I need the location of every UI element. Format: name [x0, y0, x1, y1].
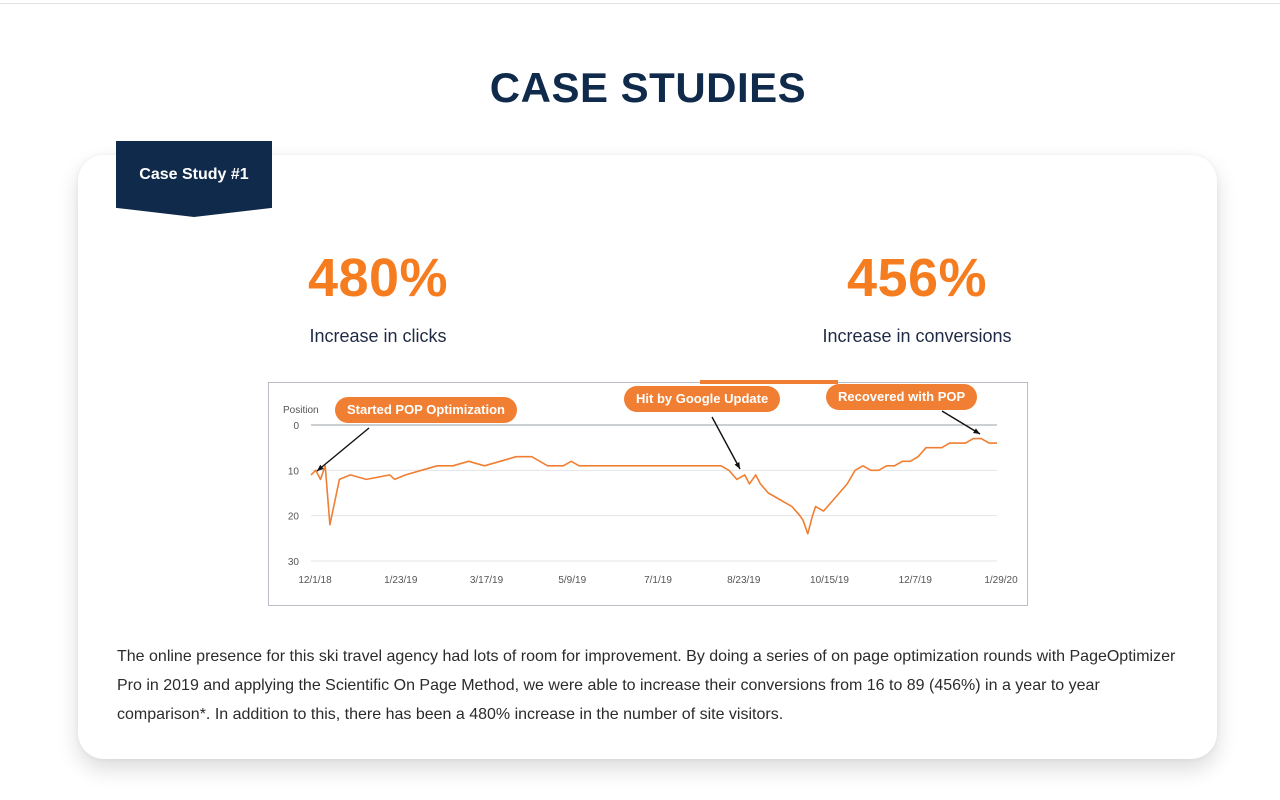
callout-google-update: Hit by Google Update [624, 386, 781, 412]
x-tick-label: 12/7/19 [899, 575, 933, 586]
callout-recovered-pop: Recovered with POP [826, 384, 978, 410]
position-chart-svg: 0 10 20 30 Position 12/1/18 1/23/19 3/17/19 5/9/… [283, 405, 1018, 586]
case-study-badge: Case Study #1 [116, 141, 272, 217]
stat-clicks-label: Increase in clicks [309, 326, 447, 346]
x-tick-label: 3/17/19 [470, 575, 504, 586]
annotation-arrow-start [316, 427, 370, 472]
annotation-arrow-start-head [317, 464, 324, 471]
x-tick-label: 1/23/19 [384, 575, 418, 586]
x-tick-label: 7/1/19 [644, 575, 672, 586]
x-tick-label: 5/9/19 [558, 575, 586, 586]
x-tick-label: 1/29/20 [984, 575, 1018, 586]
stat-clicks: 480% Increase in clicks [228, 251, 528, 347]
stat-conversions: 456% Increase in conversions [767, 251, 1067, 347]
stat-clicks-value: 480% [307, 248, 449, 308]
chart-accent-bar [700, 380, 838, 384]
x-tick-label: 8/23/19 [727, 575, 761, 586]
callout-started-pop: Started POP Optimization [335, 397, 517, 423]
case-study-description: The online presence for this ski travel … [117, 648, 1176, 723]
x-tick-label: 10/15/19 [810, 575, 849, 586]
y-tick-label: 30 [288, 557, 300, 568]
top-divider [0, 3, 1280, 4]
annotation-arrow-update-head [734, 462, 740, 469]
stat-conversions-value: 456% [846, 248, 988, 308]
y-axis-label: Position [283, 405, 319, 416]
case-study-badge-label: Case Study #1 [139, 166, 249, 183]
y-tick-label: 0 [293, 421, 299, 432]
annotation-arrow-recovered [941, 410, 981, 435]
annotation-arrow-recovered-head [973, 428, 980, 434]
series-line [310, 437, 997, 535]
y-tick-label: 20 [288, 512, 300, 523]
annotation-arrow-update [711, 416, 741, 470]
page-title: CASE STUDIES [489, 64, 807, 111]
x-tick-label: 12/1/18 [298, 575, 332, 586]
y-tick-label: 10 [288, 466, 300, 477]
stat-conversions-label: Increase in conversions [822, 326, 1012, 346]
